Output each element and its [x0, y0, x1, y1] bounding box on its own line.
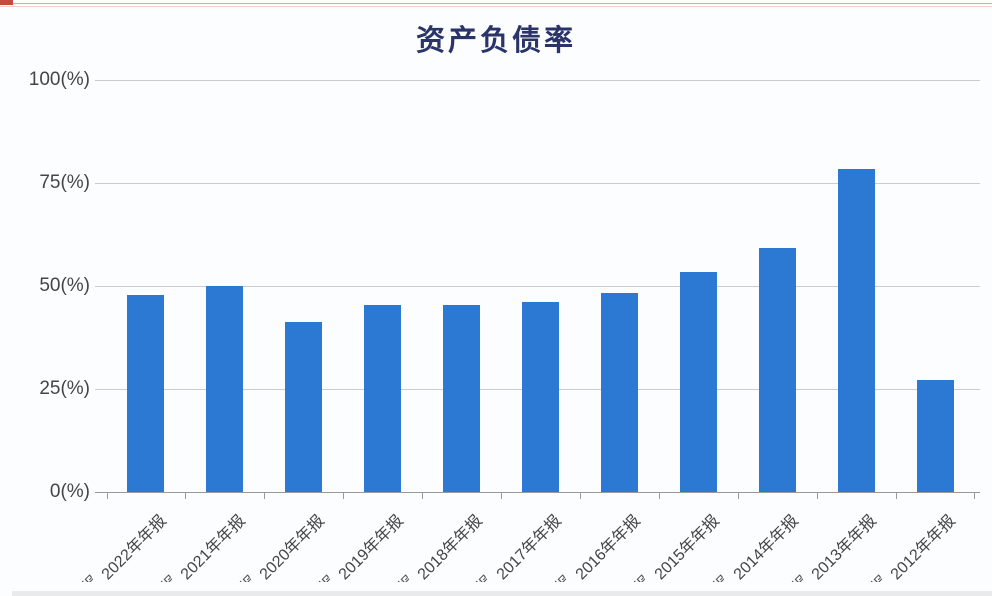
cropped-text-artifact: 报 — [80, 572, 93, 582]
x-axis-tick — [501, 492, 502, 499]
y-axis-tick-label: 25(%) — [39, 378, 90, 399]
cropped-glyph: 报 — [80, 572, 93, 582]
bar-2017年年报[interactable] — [522, 301, 559, 492]
bar-2020年年报[interactable] — [285, 321, 323, 492]
gridline-50 — [95, 286, 980, 287]
x-axis-label: 2012年年报 — [888, 512, 960, 584]
cropped-glyph: 报 — [869, 572, 882, 582]
cropped-text-artifact: 报 — [632, 572, 645, 582]
bar-2015年年报[interactable] — [679, 272, 717, 492]
bar-2021年年报[interactable] — [206, 285, 244, 492]
cropped-glyph: 报 — [632, 572, 645, 582]
cropped-text-artifact: 报 — [711, 572, 724, 582]
cropped-glyph: 报 — [317, 572, 330, 582]
bar-2016年年报[interactable] — [600, 292, 638, 492]
top-left-red-artifact — [0, 0, 13, 5]
x-axis-tick — [895, 492, 897, 499]
x-axis-tick — [816, 492, 818, 499]
top-crop-red-line-faint — [0, 6, 992, 7]
x-axis-tick — [422, 492, 424, 499]
cropped-text-artifact: 报 — [396, 572, 409, 582]
gridline-75 — [95, 183, 980, 184]
cropped-text-artifact: 报 — [869, 572, 882, 582]
y-axis-tick-label: 0(%) — [49, 481, 90, 502]
x-axis-line — [95, 492, 980, 493]
x-axis-tick — [658, 492, 660, 499]
x-axis-tick — [974, 492, 976, 499]
y-axis-tick-label: 75(%) — [39, 172, 90, 193]
x-axis-tick — [185, 492, 187, 499]
cropped-glyph: 报 — [396, 572, 409, 582]
top-crop-red-line — [0, 3, 992, 4]
bar-2013年年报[interactable] — [837, 169, 875, 492]
cropped-text-artifact: 报 — [317, 572, 330, 582]
y-axis-tick-label: 100(%) — [28, 69, 90, 90]
bottom-crop-band — [12, 591, 992, 596]
cropped-text-artifact: 报 — [553, 572, 566, 582]
cropped-glyph: 报 — [238, 572, 251, 582]
bar-2018年年报[interactable] — [443, 305, 481, 492]
x-axis-tick — [579, 492, 581, 499]
cropped-text-artifact: 报 — [238, 572, 251, 582]
bar-2022年年报[interactable] — [127, 295, 165, 492]
cropped-glyph: 报 — [790, 572, 803, 582]
bar-2019年年报[interactable] — [364, 304, 402, 492]
chart-title: 资产负债率 — [415, 25, 576, 57]
cropped-text-artifact: 报 — [790, 572, 803, 582]
bar-2012年年报[interactable] — [916, 379, 954, 492]
cropped-text-artifact: 报 — [159, 572, 172, 582]
gridline-100 — [95, 80, 980, 81]
cropped-glyph: 报 — [711, 572, 724, 582]
x-axis-tick — [264, 492, 266, 499]
y-axis-tick-label: 50(%) — [39, 275, 90, 296]
x-axis-tick — [106, 492, 108, 499]
x-axis-tick — [737, 492, 739, 499]
cropped-glyph: 报 — [159, 572, 172, 582]
bar-2014年年报[interactable] — [758, 248, 796, 492]
x-axis-tick — [343, 492, 345, 499]
cropped-glyph: 报 — [553, 572, 566, 582]
cropped-text-artifact: 报 — [474, 572, 487, 582]
cropped-glyph: 报 — [474, 572, 487, 582]
